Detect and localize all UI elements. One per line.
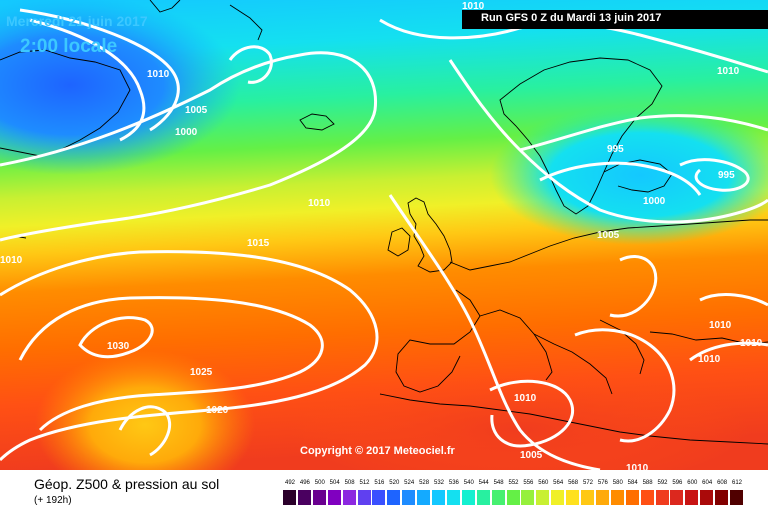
scale-tick-label: 520 <box>389 480 400 486</box>
scale-swatch <box>551 490 565 505</box>
scale-swatch <box>640 490 654 505</box>
scale-swatch <box>432 490 445 505</box>
forecast-date: Mercredi 21 juin 2017 <box>6 13 148 29</box>
scale-swatch <box>715 490 729 505</box>
scale-swatch <box>566 490 580 505</box>
warm-ridge-mediterranean <box>290 370 750 470</box>
isobar-label: 1010 <box>147 69 170 80</box>
scale-tick-label: 556 <box>523 480 534 486</box>
scale-tick-label: 540 <box>463 480 474 486</box>
scale-tick-label: 532 <box>433 480 444 486</box>
scale-swatch <box>476 490 490 505</box>
scale-tick-label: 560 <box>538 480 549 486</box>
isobar-label: 1030 <box>107 341 130 352</box>
forecast-local-time: 2:00 locale <box>20 36 118 57</box>
run-info: Run GFS 0 Z du Mardi 13 juin 2017 <box>481 12 662 24</box>
scale-tick-label: 512 <box>359 480 370 486</box>
isobar-labels: 1010 1010 1010 1005 1000 995 995 1000 10… <box>0 1 763 470</box>
scale-swatch <box>283 490 296 505</box>
isobar-label: 995 <box>607 144 624 155</box>
scale-swatch <box>417 490 431 505</box>
scale-tick-label: 568 <box>568 480 579 486</box>
scale-swatch <box>446 490 460 505</box>
isobar-label: 995 <box>718 170 735 181</box>
scale-swatch <box>491 490 505 505</box>
isobar-label: 1010 <box>514 393 537 404</box>
scale-tick-label: 604 <box>702 480 713 486</box>
weather-map: 1010 1010 1010 1005 1000 995 995 1000 10… <box>0 0 768 470</box>
scale-tick-label: 500 <box>314 480 325 486</box>
scale-swatch <box>327 490 341 505</box>
isobar-label: 1000 <box>175 127 198 138</box>
isobar-label: 1010 <box>626 463 649 470</box>
scale-swatch <box>581 490 594 505</box>
isobar-label: 1000 <box>643 196 666 207</box>
scale-swatch <box>506 490 520 505</box>
scale-tick-label: 508 <box>344 480 355 486</box>
scale-tick-label: 592 <box>657 480 668 486</box>
scale-swatch <box>700 490 714 505</box>
scale-tick-label: 536 <box>448 480 459 486</box>
isobar-label: 1005 <box>520 450 543 461</box>
scale-tick-label: 528 <box>419 480 430 486</box>
color-scale: 492 496 500 504 508 512 516 520 524 528 532 536 540 5… <box>283 480 745 508</box>
scale-tick-label: 600 <box>687 480 698 486</box>
scale-tick-label: 496 <box>299 480 310 486</box>
isobar-label: 1025 <box>190 367 213 378</box>
scale-swatch <box>595 490 609 505</box>
scale-swatch <box>297 490 311 505</box>
scale-tick-label: 524 <box>404 480 415 486</box>
scale-swatch <box>610 490 624 505</box>
copyright-text: Copyright © 2017 Meteociel.fr <box>300 445 455 457</box>
coastlines <box>0 0 768 445</box>
isobar-label: 1020 <box>206 405 229 416</box>
isobar-label: 1010 <box>698 354 721 365</box>
isobar-label: 1010 <box>709 320 732 331</box>
scale-tick-label: 544 <box>478 480 489 486</box>
scale-swatch <box>357 490 371 505</box>
scale-tick-label: 548 <box>493 480 504 486</box>
scale-swatch <box>521 490 535 505</box>
isobar-label: 1005 <box>185 105 208 116</box>
isobar-label: 1010 <box>717 66 740 77</box>
lead-time: (+ 192h) <box>34 495 72 506</box>
scale-swatch <box>655 490 669 505</box>
run-banner <box>462 10 768 29</box>
isobar-label: 1010 <box>462 1 485 12</box>
scale-tick-label: 584 <box>627 480 638 486</box>
scale-tick-label: 552 <box>508 480 519 486</box>
scale-swatch <box>536 490 550 505</box>
scale-tick-label: 564 <box>553 480 564 486</box>
scale-swatch <box>372 490 386 505</box>
field-title: Géop. Z500 & pression au sol <box>34 476 220 492</box>
isobars <box>0 8 768 470</box>
scale-swatch <box>312 490 326 505</box>
cold-trough-greenland <box>0 0 240 175</box>
scale-swatch <box>387 490 401 505</box>
scale-tick-label: 580 <box>612 480 623 486</box>
scale-swatch <box>625 490 639 505</box>
isobar-label: 1010 <box>0 255 23 266</box>
scale-tick-label: 572 <box>582 480 593 486</box>
scale-tick-label: 504 <box>329 480 340 486</box>
scale-swatch <box>730 490 743 505</box>
isobar-label: 1010 <box>308 198 331 209</box>
scale-swatch <box>685 490 699 505</box>
isobar-label: 1015 <box>247 238 270 249</box>
warm-ridge-azores <box>35 350 255 470</box>
scale-tick-label: 588 <box>642 480 653 486</box>
scale-swatch <box>402 490 416 505</box>
isobar-label: 1010 <box>740 338 763 349</box>
scale-tick-label: 612 <box>731 480 742 486</box>
scale-swatch <box>461 490 475 505</box>
isobar-label: 1005 <box>597 230 620 241</box>
scale-tick-label: 608 <box>717 480 728 486</box>
scale-tick-label: 576 <box>597 480 608 486</box>
scale-tick-label: 596 <box>672 480 683 486</box>
scale-swatch <box>670 490 684 505</box>
scale-tick-label: 492 <box>284 480 295 486</box>
scale-swatch <box>342 490 356 505</box>
scale-tick-label: 516 <box>374 480 385 486</box>
